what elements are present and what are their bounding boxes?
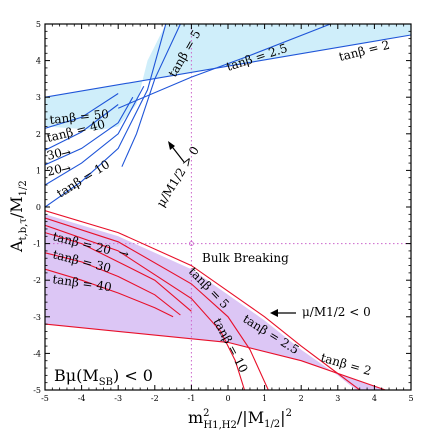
upper-curve-tan-10 [45, 24, 167, 208]
label-tanbeta-50-upper: tanβ = 50 [49, 107, 110, 127]
lower-curve-tan-30 [45, 252, 181, 316]
lower-curve-tan-40 [45, 268, 174, 318]
label-arrow-20-lower: → [117, 245, 130, 261]
upper-curve-tan-50 [45, 93, 119, 129]
x-tick-label: 5 [408, 394, 413, 403]
label-bmu-condition: Bμ(MSB) < 0 [54, 366, 153, 388]
lower-curve-tan-20 [45, 232, 192, 312]
upper-curve-tan-20 [45, 85, 145, 186]
reference-point [188, 241, 194, 247]
y-tick-label: -1 [33, 240, 41, 249]
label-bulk-breaking: Bulk Breaking [202, 251, 289, 265]
y-tick-label: -4 [33, 349, 41, 358]
y-tick-label: 0 [36, 203, 41, 212]
y-tick-label: 5 [36, 20, 41, 29]
lower-curve-tan-2 [45, 323, 386, 390]
lower-curve-tan-10 [45, 224, 246, 390]
x-tick-label: -2 [151, 394, 159, 403]
y-axis-label: At,b,τ/M1/2 [7, 180, 29, 253]
arrowhead-mu-positive [168, 141, 175, 150]
y-tick-label: 3 [36, 93, 41, 102]
y-tick-label: 2 [36, 130, 41, 139]
x-tick-label: 3 [335, 394, 340, 403]
upper-curve-tan-2.5 [117, 24, 331, 109]
reference-lines [45, 24, 411, 390]
x-tick-label: 2 [299, 394, 304, 403]
x-tick-label: 1 [262, 394, 267, 403]
y-tick-label: -2 [33, 276, 41, 285]
arrowhead-mu-negative [270, 309, 278, 317]
x-axis-label: m2 H1,H2/|M1/2|2 [188, 408, 292, 431]
axis-ticks: -5 -4 -3 -2 -1 0 1 2 3 4 5 -5 -4 -3 -2 -1 0 1 2 3 4 5 [33, 20, 413, 403]
x-tick-label: 0 [225, 394, 230, 403]
upper-curve-tan-5 [121, 24, 181, 167]
x-tick-label: -1 [188, 394, 196, 403]
y-tick-label: 4 [36, 57, 41, 66]
label-mu-negative: μ/M1/2 < 0 [302, 305, 371, 319]
label-arrow-20-upper: → [59, 161, 72, 177]
x-tick-label: -5 [41, 394, 49, 403]
upper-curve-tan-30 [45, 96, 134, 166]
y-tick-label: -3 [33, 313, 41, 322]
y-tick-label: 1 [36, 166, 41, 175]
label-arrow-30-upper: → [59, 145, 72, 161]
label-20-upper: 20 [45, 162, 63, 179]
label-30-upper: 30 [45, 146, 63, 163]
x-tick-label: -3 [114, 394, 122, 403]
lower-curve-tan-2.5 [45, 210, 361, 390]
upper-curve-tan-2 [45, 34, 411, 98]
curve-layer [45, 24, 411, 390]
x-tick-label: 4 [372, 394, 377, 403]
lower-curve-tan-5 [45, 217, 269, 390]
x-tick-label: -4 [78, 394, 86, 403]
upper-curve-tan-40 [45, 104, 119, 151]
label-tanbeta-2-lower: tanβ = 2 [319, 350, 373, 378]
y-tick-label: -5 [33, 386, 41, 395]
